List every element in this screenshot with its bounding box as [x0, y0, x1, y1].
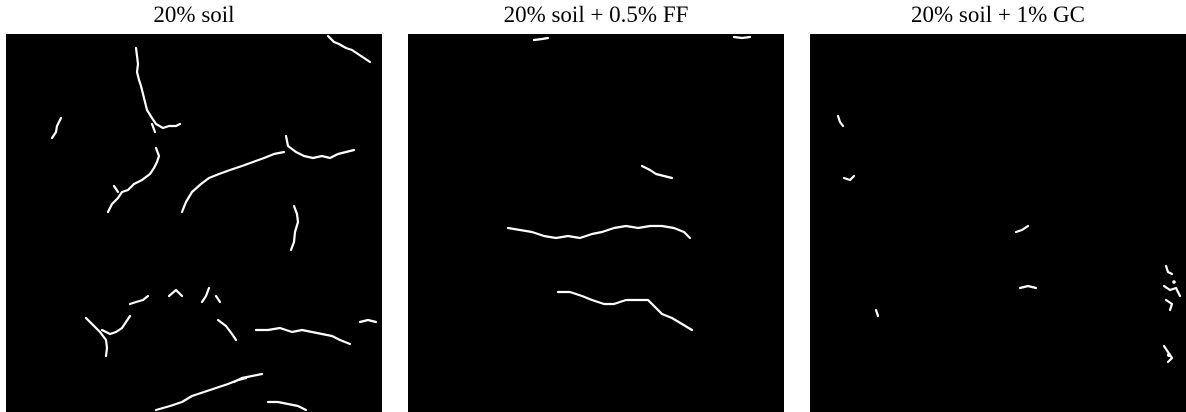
crack [1164, 264, 1174, 276]
crack [254, 326, 352, 346]
crack [167, 288, 184, 298]
crack-pattern [50, 34, 378, 412]
crack [84, 316, 109, 358]
crack [200, 286, 211, 304]
crack [150, 122, 157, 134]
crack [732, 35, 752, 40]
crack-pattern [506, 35, 752, 332]
crack [874, 308, 880, 318]
crack [180, 150, 286, 214]
crack [128, 294, 150, 306]
crack-pattern [836, 114, 1182, 364]
crack [326, 34, 372, 64]
crack [1018, 284, 1038, 290]
crack [506, 224, 692, 240]
crack-image [408, 34, 784, 412]
panel-20-soil-1-gc: 20% soil + 1% GC [810, 0, 1186, 412]
panel-20-soil: 20% soil [6, 0, 382, 412]
crack [50, 116, 63, 140]
crack-image [810, 34, 1186, 412]
panel-title: 20% soil + 0.5% FF [503, 2, 689, 27]
crack [266, 400, 308, 412]
crack [358, 318, 378, 324]
crack [556, 290, 694, 332]
crack-image [6, 34, 382, 412]
crack [216, 318, 238, 342]
crack [134, 46, 182, 130]
crack [100, 314, 132, 336]
crack [532, 36, 550, 42]
crack [232, 372, 264, 384]
crack-fragment [1167, 353, 1171, 357]
crack [284, 134, 356, 160]
crack-fragment [1172, 280, 1176, 284]
crack [836, 114, 845, 128]
panel-title: 20% soil [153, 2, 235, 27]
crack [1164, 298, 1174, 312]
crack [640, 164, 674, 180]
crack [154, 376, 248, 412]
crack [1014, 224, 1030, 234]
panel-20-soil-0-5-ff: 20% soil + 0.5% FF [408, 0, 784, 412]
crack [1162, 284, 1182, 298]
crack [842, 174, 856, 182]
crack [112, 184, 120, 194]
crack [106, 146, 161, 214]
crack [289, 204, 300, 252]
panel-title: 20% soil + 1% GC [911, 2, 1085, 27]
crack [214, 294, 222, 304]
